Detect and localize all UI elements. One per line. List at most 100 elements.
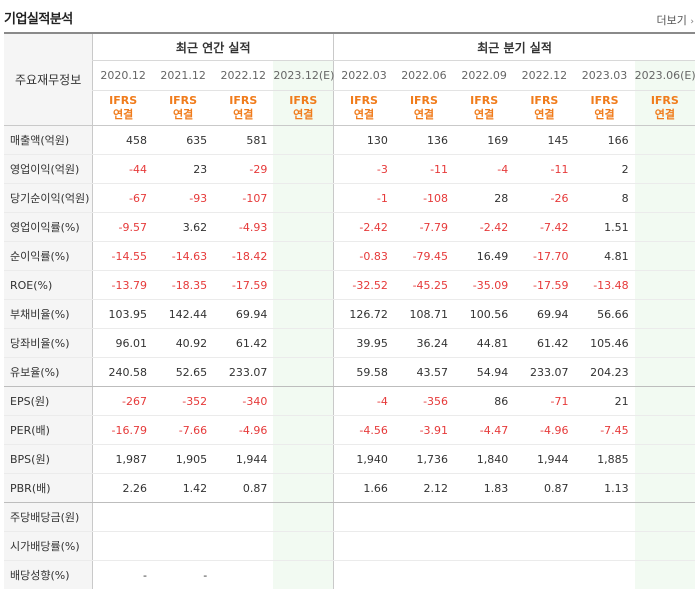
value-cell: [574, 531, 635, 561]
value-cell: -4.96: [514, 415, 575, 445]
value-cell: [273, 386, 334, 416]
value-cell: -9.57: [92, 212, 153, 242]
table-row: ROE(%) -13.79 -18.35 -17.59 -32.52 -45.25 -35.…: [4, 270, 695, 300]
value-cell: -340: [213, 386, 274, 416]
ifrs-label: IFRS 연결: [152, 90, 214, 126]
value-cell: -45.25: [393, 270, 455, 300]
ifrs-label: IFRS 연결: [273, 90, 334, 126]
table-row: 영업이익(억원) -44 23 -29 -3 -11 -4 -11 2: [4, 154, 695, 184]
value-cell: 4.81: [574, 241, 635, 271]
value-cell: 105.46: [574, 328, 635, 358]
value-cell: [273, 415, 334, 445]
more-link[interactable]: 더보기 ›: [657, 12, 694, 28]
value-cell: 36.24: [393, 328, 455, 358]
value-cell: -1: [333, 183, 394, 213]
ifrs-text: IFRS: [289, 94, 318, 107]
table-row: 순이익률(%) -14.55 -14.63 -18.42 -0.83 -79.45 16.4…: [4, 241, 695, 271]
value-cell: [393, 531, 455, 561]
value-cell: 142.44: [152, 299, 214, 329]
value-cell: [273, 502, 334, 532]
value-cell: -13.48: [574, 270, 635, 300]
value-cell: 126.72: [333, 299, 394, 329]
value-cell: 0.87: [213, 473, 274, 503]
value-cell: 2: [574, 154, 635, 184]
value-cell: -7.42: [514, 212, 575, 242]
value-cell: -4.93: [213, 212, 274, 242]
value-cell: -79.45: [393, 241, 455, 271]
row-label: 부채비율(%): [4, 299, 93, 329]
ifrs-text: IFRS: [109, 94, 138, 107]
value-cell: [152, 502, 214, 532]
quarter-section-title: 최근 분기 실적: [333, 33, 695, 61]
value-cell: 8: [574, 183, 635, 213]
row-label: 시가배당률(%): [4, 531, 93, 561]
row-label: 영업이익(억원): [4, 154, 93, 184]
consolidated-text: 연결: [172, 108, 194, 121]
value-cell: -4.47: [454, 415, 515, 445]
value-cell: -2.42: [333, 212, 394, 242]
consolidated-text: 연결: [594, 108, 615, 121]
value-cell: [273, 560, 334, 589]
value-cell: -2.42: [454, 212, 515, 242]
value-cell: 40.92: [152, 328, 214, 358]
value-cell: 103.95: [92, 299, 153, 329]
table-row: 시가배당률(%): [4, 531, 695, 561]
value-cell: -18.42: [213, 241, 274, 271]
value-cell: 43.57: [393, 357, 455, 387]
table-row: BPS(원) 1,987 1,905 1,944 1,940 1,736 1,840 1,94…: [4, 444, 695, 474]
row-label: 주당배당금(원): [4, 502, 93, 532]
table-row: 배당성향(%) - -: [4, 560, 695, 590]
value-cell: 59.58: [333, 357, 394, 387]
value-cell: [273, 444, 334, 474]
value-cell: 39.95: [333, 328, 394, 358]
value-cell: [634, 212, 695, 242]
value-cell: 240.58: [92, 357, 153, 387]
consolidated-text: 연결: [413, 108, 435, 121]
value-cell: [454, 502, 515, 532]
value-cell: [634, 560, 695, 589]
value-cell: -29: [213, 154, 274, 184]
table-row: PER(배) -16.79 -7.66 -4.96 -4.56 -3.91 -4.47 -4.…: [4, 415, 695, 445]
value-cell: [213, 531, 274, 561]
row-label: 매출액(억원): [4, 125, 93, 155]
value-cell: 145: [514, 125, 575, 155]
value-cell: 581: [213, 125, 274, 155]
value-cell: -0.83: [333, 241, 394, 271]
ifrs-label: IFRS 연결: [92, 90, 153, 126]
row-header-label: 주요재무정보: [4, 33, 93, 126]
value-cell: -17.59: [514, 270, 575, 300]
period-header: 2022.12: [213, 60, 274, 91]
value-cell: 52.65: [152, 357, 214, 387]
value-cell: -7.45: [574, 415, 635, 445]
value-cell: [514, 561, 574, 590]
value-cell: -17.59: [213, 270, 274, 300]
ifrs-text: IFRS: [349, 94, 378, 107]
value-cell: 1,840: [454, 444, 515, 474]
consolidated-text: 연결: [233, 108, 254, 121]
period-header: 2021.12: [152, 60, 214, 91]
value-cell: -4.96: [213, 415, 274, 445]
value-cell: 44.81: [454, 328, 515, 358]
value-cell: [213, 561, 273, 590]
value-cell: 1.42: [152, 473, 214, 503]
ifrs-label: IFRS 연결: [333, 90, 394, 126]
ifrs-text: IFRS: [169, 94, 198, 107]
period-header: 2023.06(E): [634, 60, 696, 91]
value-cell: [634, 299, 695, 329]
row-label: 유보율(%): [4, 357, 93, 387]
ifrs-text: IFRS: [229, 94, 258, 107]
value-cell: 166: [574, 125, 635, 155]
value-cell: [634, 473, 695, 503]
value-cell: -356: [393, 386, 455, 416]
ifrs-text: IFRS: [530, 94, 559, 107]
value-cell: -7.66: [152, 415, 214, 445]
table-row: 부채비율(%) 103.95 142.44 69.94 126.72 108.71 100.…: [4, 299, 695, 329]
value-cell: [634, 183, 695, 213]
value-cell: [333, 502, 394, 532]
consolidated-text: 연결: [534, 108, 555, 121]
value-cell: -4: [454, 154, 515, 184]
value-cell: -4.56: [333, 415, 394, 445]
value-cell: 16.49: [454, 241, 515, 271]
table-row: 당좌비율(%) 96.01 40.92 61.42 39.95 36.24 44.81 61.…: [4, 328, 695, 358]
